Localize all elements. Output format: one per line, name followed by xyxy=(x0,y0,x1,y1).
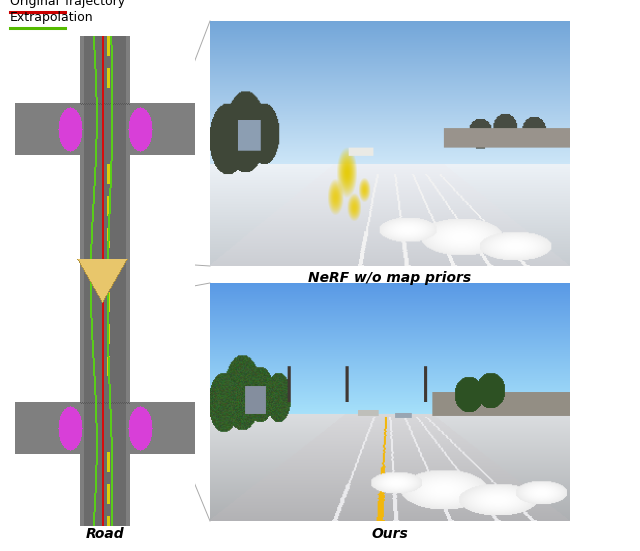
Text: NeRF w/o map priors: NeRF w/o map priors xyxy=(308,271,472,285)
Text: Ours: Ours xyxy=(372,527,408,541)
Text: Road: Road xyxy=(86,527,124,541)
Text: Extrapolation: Extrapolation xyxy=(10,11,93,24)
Text: Original Trajectory: Original Trajectory xyxy=(10,0,125,8)
